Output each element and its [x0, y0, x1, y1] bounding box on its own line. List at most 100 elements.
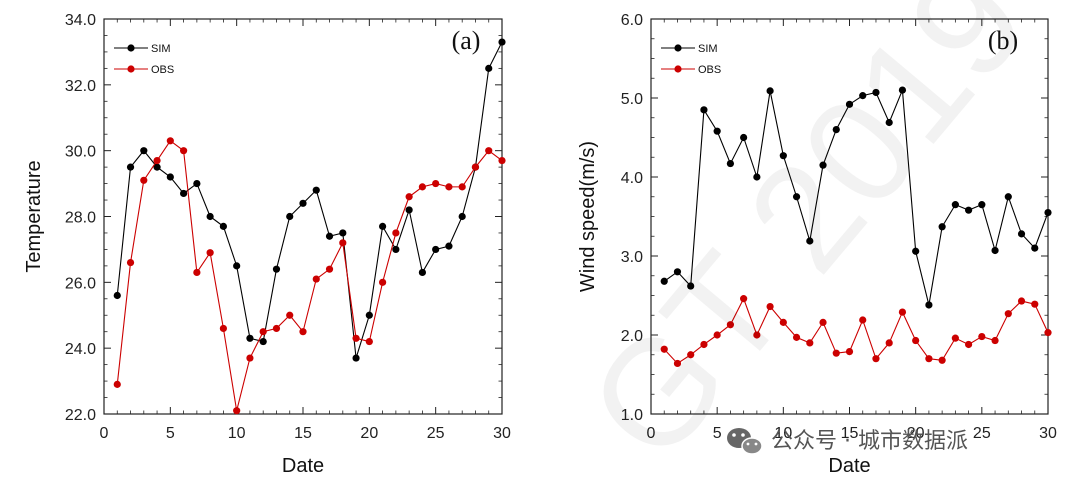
wechat-icon — [727, 428, 763, 455]
data-point-sim — [458, 212, 466, 221]
data-point-sim — [1017, 230, 1026, 238]
data-point-sim — [713, 127, 721, 135]
data-point-obs — [498, 156, 506, 165]
plot-frame — [103, 18, 503, 415]
data-point-obs — [687, 351, 695, 359]
data-point-sim — [1044, 208, 1052, 217]
data-point-obs — [339, 239, 347, 247]
data-point-obs — [246, 354, 254, 362]
data-point-sim — [432, 245, 440, 254]
data-point-sim — [700, 106, 708, 114]
y-tick-label: 2.0 — [621, 328, 643, 345]
data-point-obs — [193, 268, 201, 277]
data-point-obs — [991, 336, 999, 345]
x-tick-label: 15 — [841, 425, 859, 442]
data-point-sim — [498, 38, 506, 46]
data-point-sim — [885, 118, 893, 127]
data-point-obs — [1004, 310, 1012, 318]
data-point-sim — [898, 86, 907, 94]
data-point-obs — [485, 147, 493, 155]
data-point-sim — [219, 222, 227, 230]
watermark: 公众号 · 城市数据派 — [727, 428, 968, 455]
x-tick-label: 0 — [100, 425, 109, 442]
data-point-obs — [458, 183, 466, 191]
data-point-obs — [951, 334, 959, 342]
data-point-obs — [872, 355, 880, 363]
data-point-sim — [872, 88, 880, 97]
data-point-obs — [233, 407, 241, 415]
y-tick-label: 32.0 — [65, 78, 96, 95]
legend-marker — [674, 65, 682, 73]
x-tick-label: 10 — [228, 425, 246, 442]
y-tick-label: 26.0 — [65, 275, 96, 292]
data-point-sim — [113, 291, 121, 300]
data-point-sim — [806, 237, 814, 245]
data-point-sim — [726, 159, 735, 168]
y-tick-label: 24.0 — [65, 341, 96, 358]
data-point-sim — [779, 152, 787, 160]
data-point-sim — [418, 268, 426, 277]
x-tick-label: 20 — [360, 425, 378, 442]
data-point-obs — [272, 324, 281, 333]
data-point-obs — [352, 334, 360, 342]
data-point-obs — [286, 311, 294, 319]
series-line-sim — [663, 89, 1049, 306]
data-point-sim — [925, 301, 933, 309]
data-point-sim — [1031, 244, 1039, 252]
data-point-obs — [405, 193, 413, 201]
panel-label: (a) — [452, 26, 481, 55]
data-point-obs — [180, 147, 188, 155]
data-point-sim — [485, 64, 493, 72]
chart-panel-a: 0 5 10 15 20 25 30 22.0 24.0 26.0 28.0 30.0 32.0 34.0… — [23, 12, 511, 477]
data-point-obs — [259, 328, 267, 336]
data-point-obs — [166, 137, 174, 145]
series-line-sim — [116, 41, 503, 359]
x-tick-label: 25 — [973, 425, 991, 442]
x-tick-label: 30 — [1039, 425, 1057, 442]
y-tick-label: 1.0 — [621, 407, 643, 424]
legend-marker — [674, 44, 682, 52]
data-point-obs — [925, 355, 933, 363]
y-tick-label: 22.0 — [65, 407, 96, 424]
y-tick-label: 28.0 — [65, 210, 96, 227]
data-point-sim — [912, 247, 920, 255]
y-axis-label: Wind speed(m/s) — [577, 141, 599, 292]
data-point-obs — [219, 324, 227, 333]
data-point-obs — [779, 318, 787, 326]
data-point-obs — [700, 340, 708, 349]
data-point-obs — [299, 328, 307, 336]
legend-entry-obs: OBS — [698, 64, 721, 76]
data-point-obs — [1044, 329, 1052, 337]
data-point-obs — [325, 265, 334, 273]
x-tick-label: 15 — [294, 425, 312, 442]
y-tick-label: 34.0 — [65, 12, 96, 29]
legend-entry-obs: OBS — [151, 64, 174, 76]
data-point-obs — [965, 340, 973, 349]
data-point-sim — [153, 163, 161, 171]
data-point-sim — [660, 277, 668, 285]
data-point-sim — [126, 163, 135, 171]
watermark-text: 公众号 · 城市数据派 — [771, 429, 968, 454]
data-point-sim — [445, 242, 453, 250]
data-point-sim — [405, 206, 413, 214]
data-point-obs — [206, 249, 214, 257]
data-point-sim — [951, 201, 959, 209]
data-point-sim — [392, 245, 400, 254]
data-point-sim — [325, 232, 334, 240]
data-point-obs — [379, 278, 387, 286]
data-point-obs — [1017, 297, 1026, 305]
data-point-obs — [845, 347, 854, 356]
data-point-obs — [726, 321, 735, 329]
data-point-obs — [126, 258, 135, 267]
data-point-obs — [365, 337, 373, 346]
data-point-sim — [259, 337, 267, 346]
data-point-sim — [753, 173, 761, 181]
series-line-obs — [116, 140, 503, 411]
data-point-sim — [233, 262, 241, 270]
data-point-obs — [140, 176, 148, 184]
data-point-obs — [753, 331, 761, 339]
data-point-sim — [845, 100, 854, 108]
data-point-sim — [766, 87, 774, 95]
data-point-obs — [938, 356, 946, 364]
